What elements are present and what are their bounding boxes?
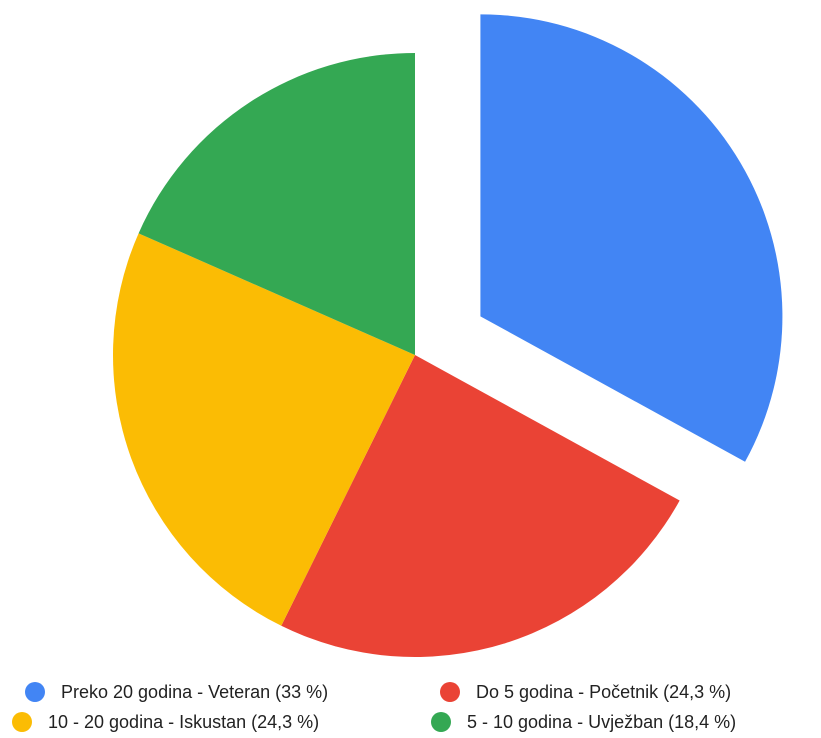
pie-slice <box>480 14 783 462</box>
legend-marker <box>431 712 451 732</box>
legend-label: 5 - 10 godina - Uvježban (18,4 %) <box>467 712 736 732</box>
legend-marker <box>25 682 45 702</box>
legend-marker <box>12 712 32 732</box>
legend-marker <box>440 682 460 702</box>
pie-slice <box>112 233 415 626</box>
legend-label: Do 5 godina - Početnik (24,3 %) <box>476 682 731 702</box>
legend-label: Preko 20 godina - Veteran (33 %) <box>61 682 328 702</box>
pie-slice <box>138 53 415 355</box>
pie-slice <box>281 355 680 658</box>
legend-label: 10 - 20 godina - Iskustan (24,3 %) <box>48 712 319 732</box>
